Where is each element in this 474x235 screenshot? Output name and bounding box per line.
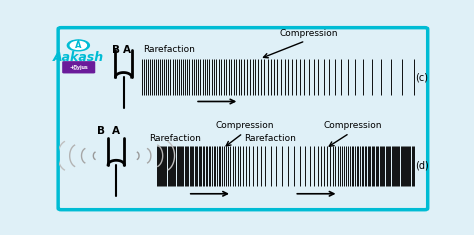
Text: Compression: Compression: [216, 121, 274, 130]
Text: A: A: [112, 126, 120, 136]
Text: Rarefaction: Rarefaction: [245, 134, 296, 143]
FancyBboxPatch shape: [62, 61, 95, 73]
Text: +Byjus: +Byjus: [69, 65, 88, 70]
Text: Compression: Compression: [324, 121, 383, 130]
Text: A: A: [75, 41, 82, 50]
Text: B: B: [98, 126, 106, 136]
FancyBboxPatch shape: [58, 28, 428, 210]
Circle shape: [70, 41, 86, 49]
Text: A: A: [123, 45, 131, 55]
Circle shape: [67, 40, 90, 51]
Text: (d): (d): [415, 161, 428, 171]
Text: +Ⓑујuѕ: +Ⓑујuѕ: [70, 65, 88, 70]
Text: Rarefaction: Rarefaction: [144, 45, 195, 55]
Text: (c): (c): [415, 72, 428, 82]
Text: Compression: Compression: [280, 29, 338, 38]
Text: Aakash: Aakash: [53, 51, 104, 64]
Text: B: B: [112, 45, 120, 55]
Text: Rarefaction: Rarefaction: [149, 134, 201, 143]
